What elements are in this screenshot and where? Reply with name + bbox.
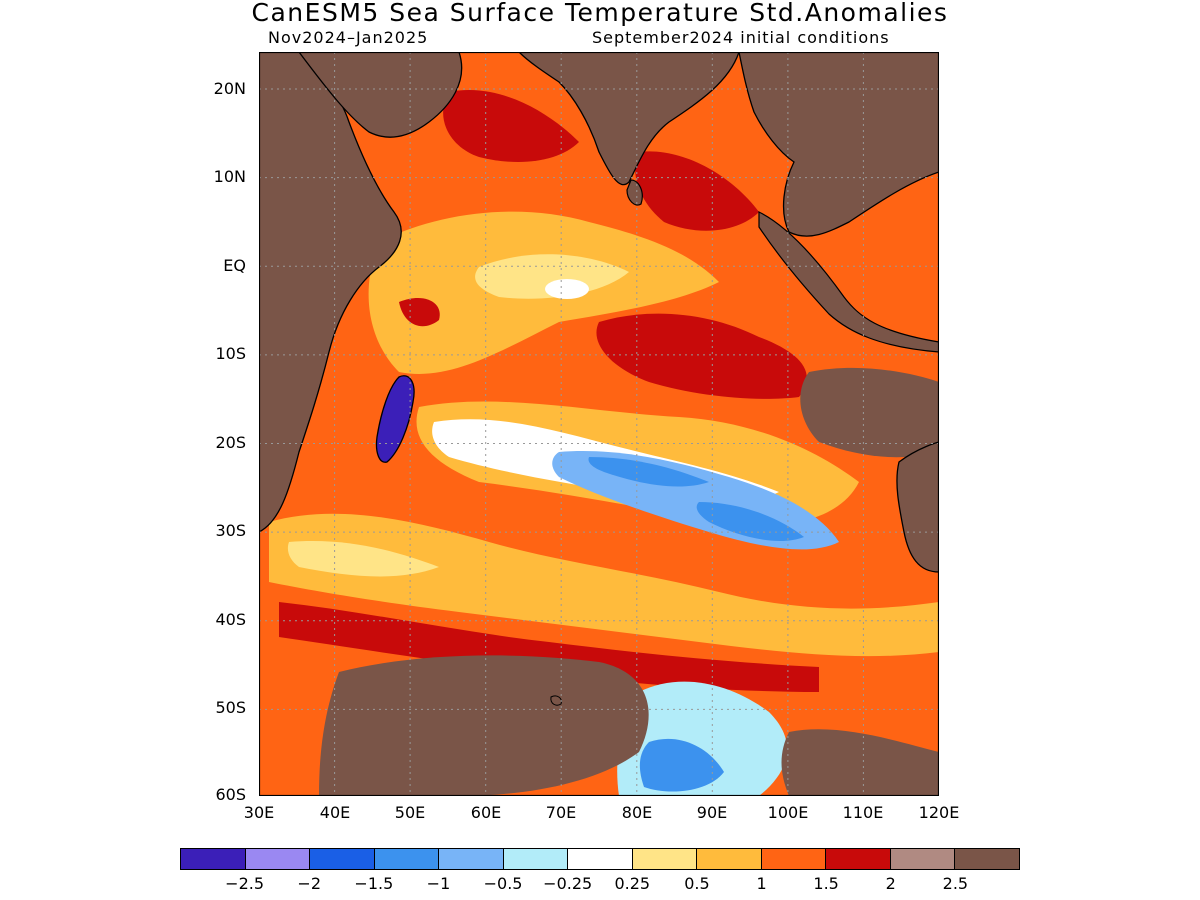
map-svg: [259, 52, 939, 796]
x-tick-90e: 90E: [696, 803, 728, 822]
x-tick-110e: 110E: [842, 803, 884, 822]
colorbar-swatch: [503, 849, 569, 869]
australia-landmass: [896, 441, 939, 573]
x-tick-70e: 70E: [545, 803, 577, 822]
x-tick-30e: 30E: [243, 803, 275, 822]
colorbar-swatch: [955, 849, 1019, 869]
colorbar-label: 1.5: [813, 874, 839, 893]
x-tick-100e: 100E: [767, 803, 809, 822]
colorbar: [180, 848, 1020, 870]
colorbar-label: 1: [756, 874, 767, 893]
colorbar-label: −0.5: [483, 874, 523, 893]
africa-landmass: [259, 52, 402, 533]
strong-anomaly-west: [399, 298, 440, 327]
y-tick-20s: 20S: [215, 433, 246, 452]
x-tick-50e: 50E: [394, 803, 426, 822]
colorbar-swatch: [245, 849, 311, 869]
cool-core-a: [588, 457, 709, 487]
kerguelen-island: [550, 695, 562, 706]
colorbar-label: −0.25: [543, 874, 593, 893]
colorbar-swatch: [181, 849, 246, 869]
strong-anomaly-east: [596, 313, 807, 399]
colorbar-swatch: [697, 849, 762, 869]
arabian-peninsula: [298, 52, 463, 138]
colorbar-swatch: [374, 849, 440, 869]
initial-conditions: September2024 initial conditions: [592, 28, 890, 47]
colorbar-swatch: [826, 849, 891, 869]
colorbar-label: −1.5: [354, 874, 394, 893]
sumatra-java: [758, 211, 939, 353]
colorbar-swatch: [890, 849, 956, 869]
indian-subcontinent: [518, 52, 740, 186]
southeast-asia: [738, 52, 939, 237]
colorbar-label: 2: [885, 874, 896, 893]
chart-title: CanESM5 Sea Surface Temperature Std.Anom…: [251, 0, 949, 27]
mild-patch-equator: [475, 254, 629, 299]
colorbar-label: −2: [297, 874, 322, 893]
colorbar-label: 0.25: [614, 874, 651, 893]
southern-cool-core: [639, 738, 724, 792]
madagascar: [375, 375, 415, 463]
australia-west-hot: [800, 367, 939, 458]
southern-strong-band: [279, 602, 819, 692]
arabian-sea-high: [443, 90, 579, 162]
southern-mild-patch: [287, 541, 439, 577]
neutral-patch-equator: [545, 279, 589, 299]
colorbar-label: 0.5: [684, 874, 710, 893]
colorbar-swatch: [761, 849, 827, 869]
southern-warm-band: [269, 513, 939, 657]
y-tick-40s: 40S: [215, 610, 246, 629]
anomaly-map: [259, 52, 939, 796]
y-tick-30s: 30S: [215, 521, 246, 540]
x-tick-60e: 60E: [470, 803, 502, 822]
bay-of-bengal-high: [635, 151, 759, 231]
x-tick-120e: 120E: [918, 803, 960, 822]
colorbar-label: −1: [426, 874, 451, 893]
map-frame: [259, 52, 939, 796]
colorbar-label: −2.5: [225, 874, 265, 893]
southern-hot-zone-east: [781, 729, 939, 796]
colorbar-swatch: [310, 849, 375, 869]
y-tick-20n: 20N: [213, 79, 246, 98]
y-tick-10n: 10N: [213, 167, 246, 186]
x-tick-40e: 40E: [319, 803, 351, 822]
colorbar-label: 2.5: [942, 874, 969, 893]
x-tick-80e: 80E: [621, 803, 653, 822]
y-tick-eq: EQ: [223, 256, 246, 275]
sri-lanka: [626, 179, 643, 206]
y-tick-50s: 50S: [215, 698, 246, 717]
colorbar-swatch: [632, 849, 698, 869]
southern-hot-zone-west: [319, 655, 649, 796]
colorbar-swatch: [439, 849, 504, 869]
cool-core-b: [696, 502, 804, 542]
forecast-period: Nov2024–Jan2025: [268, 28, 429, 47]
y-tick-60s: 60S: [215, 785, 246, 804]
grid-lines: [259, 52, 939, 796]
y-tick-10s: 10S: [215, 344, 246, 363]
colorbar-swatch: [568, 849, 633, 869]
